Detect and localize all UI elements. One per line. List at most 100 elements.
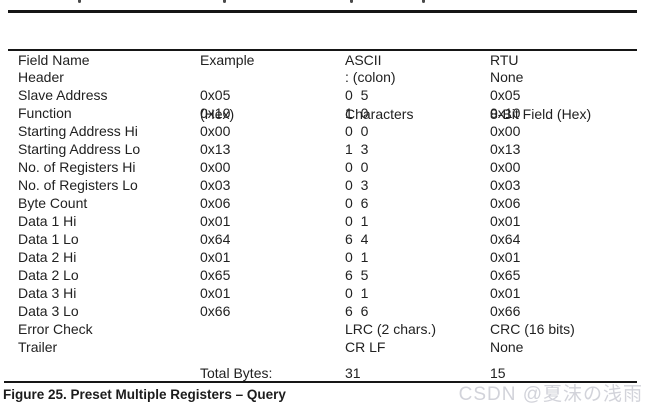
- ascii-cell: 6 5: [345, 267, 369, 283]
- ascii-cell: 1 0: [345, 105, 369, 121]
- example-cell: 0x00: [200, 123, 231, 139]
- rtu-cell: 0x01: [490, 249, 521, 265]
- rtu-cell: 0x05: [490, 87, 521, 103]
- clipped-text-remnant: [223, 0, 226, 3]
- table-body: Header : (colon) None Slave Address 0x05…: [0, 68, 648, 356]
- example-cell: 0x13: [200, 141, 231, 157]
- ascii-cell: 0 0: [345, 123, 369, 139]
- column-header-field-name: Field Name: [18, 15, 90, 141]
- ascii-cell: : (colon): [345, 69, 396, 85]
- table-row: Data 2 Hi 0x01 0 1 0x01: [0, 248, 648, 266]
- rtu-cell: 0x00: [490, 123, 521, 139]
- table-row: No. of Registers Hi 0x00 0 0 0x00: [0, 158, 648, 176]
- column-header-line1: ASCII: [345, 52, 382, 68]
- rtu-cell: 0x65: [490, 267, 521, 283]
- rtu-cell: 0x64: [490, 231, 521, 247]
- column-header-line1: Example: [200, 52, 255, 68]
- ascii-cell: LRC (2 chars.): [345, 321, 437, 337]
- table-row: Data 3 Lo 0x66 6 6 0x66: [0, 302, 648, 320]
- ascii-cell: 6 4: [345, 231, 369, 247]
- field-name-cell: Data 3 Lo: [18, 303, 79, 319]
- example-cell: 0x03: [200, 177, 231, 193]
- field-name-cell: Trailer: [18, 339, 58, 355]
- example-cell: 0x01: [200, 285, 231, 301]
- table-top-rule: [8, 10, 637, 13]
- figure-caption: Figure 25. Preset Multiple Registers – Q…: [3, 387, 286, 402]
- rtu-cell: 0x66: [490, 303, 521, 319]
- field-name-cell: Header: [18, 69, 64, 85]
- ascii-cell: 0 1: [345, 285, 369, 301]
- clipped-text-remnant: [350, 0, 353, 3]
- field-name-cell: No. of Registers Lo: [18, 177, 138, 193]
- field-name-cell: Data 2 Hi: [18, 249, 77, 265]
- column-header-line2: Characters: [345, 106, 414, 122]
- table-header-rule: [8, 49, 637, 51]
- table-row: Slave Address 0x05 0 5 0x05: [0, 86, 648, 104]
- example-cell: 0x06: [200, 195, 231, 211]
- example-cell: 0x01: [200, 213, 231, 229]
- field-name-cell: Starting Address Lo: [18, 141, 141, 157]
- ascii-cell: 1 3: [345, 141, 369, 157]
- example-cell: 0x05: [200, 87, 231, 103]
- rtu-cell: 0x03: [490, 177, 521, 193]
- table-row: Data 3 Hi 0x01 0 1 0x01: [0, 284, 648, 302]
- field-name-cell: Data 1 Hi: [18, 213, 77, 229]
- field-name-cell: Data 1 Lo: [18, 231, 79, 247]
- table-row: Data 1 Lo 0x64 6 4 0x64: [0, 230, 648, 248]
- field-name-cell: Slave Address: [18, 87, 108, 103]
- clipped-text-remnant: [78, 0, 81, 3]
- table-bottom-rule: [4, 381, 637, 383]
- field-name-cell: Starting Address Hi: [18, 123, 138, 139]
- column-header-line2: 8-Bit Field (Hex): [490, 106, 592, 122]
- table-row: Data 2 Lo 0x65 6 5 0x65: [0, 266, 648, 284]
- example-cell: 0x65: [200, 267, 231, 283]
- ascii-cell: 0 1: [345, 213, 369, 229]
- totals-row: Total Bytes: 31 15: [0, 364, 648, 382]
- rtu-cell: 0x01: [490, 213, 521, 229]
- field-name-cell: No. of Registers Hi: [18, 159, 136, 175]
- column-header-rtu: RTU 8-Bit Field (Hex): [490, 15, 591, 159]
- field-name-cell: Data 3 Hi: [18, 285, 77, 301]
- watermark: CSDN @夏沫の浅雨: [458, 384, 643, 405]
- column-header-ascii: ASCII Characters: [345, 15, 413, 159]
- ascii-cell: 0 0: [345, 159, 369, 175]
- ascii-cell: 0 5: [345, 87, 369, 103]
- field-name-cell: Function: [18, 105, 72, 121]
- field-name-cell: Byte Count: [18, 195, 88, 211]
- rtu-cell: 0x00: [490, 159, 521, 175]
- rtu-cell: None: [490, 339, 524, 355]
- table-row: Data 1 Hi 0x01 0 1 0x01: [0, 212, 648, 230]
- column-header-line1: RTU: [490, 52, 519, 68]
- example-cell: 0x10: [200, 105, 231, 121]
- table-row: Header : (colon) None: [0, 68, 648, 86]
- example-cell: 0x66: [200, 303, 231, 319]
- rtu-cell: None: [490, 69, 524, 85]
- field-name-cell: Error Check: [18, 321, 93, 337]
- rtu-cell: 0x10: [490, 105, 521, 121]
- clipped-text-remnant: [422, 0, 425, 3]
- example-cell: 0x01: [200, 249, 231, 265]
- ascii-cell: 0 3: [345, 177, 369, 193]
- table-row: No. of Registers Lo 0x03 0 3 0x03: [0, 176, 648, 194]
- example-cell: 0x00: [200, 159, 231, 175]
- rtu-cell: 0x13: [490, 141, 521, 157]
- example-cell: 0x64: [200, 231, 231, 247]
- table-row: Starting Address Hi 0x00 0 0 0x00: [0, 122, 648, 140]
- column-header-example: Example (Hex): [200, 15, 254, 159]
- column-header-line2: (Hex): [200, 106, 235, 122]
- rtu-cell: 0x01: [490, 285, 521, 301]
- ascii-cell: 0 6: [345, 195, 369, 211]
- field-name-cell: Data 2 Lo: [18, 267, 79, 283]
- table-row: Function 0x10 1 0 0x10: [0, 104, 648, 122]
- total-bytes-rtu-value: 15: [490, 365, 506, 381]
- ascii-cell: 0 1: [345, 249, 369, 265]
- total-bytes-ascii-value: 31: [345, 365, 361, 381]
- column-header-line1: Field Name: [18, 52, 90, 68]
- table-row: Byte Count 0x06 0 6 0x06: [0, 194, 648, 212]
- ascii-cell: CR LF: [345, 339, 386, 355]
- total-bytes-label: Total Bytes:: [200, 365, 273, 381]
- table-row: Error Check LRC (2 chars.) CRC (16 bits): [0, 320, 648, 338]
- table-row: Trailer CR LF None: [0, 338, 648, 356]
- table-row: Starting Address Lo 0x13 1 3 0x13: [0, 140, 648, 158]
